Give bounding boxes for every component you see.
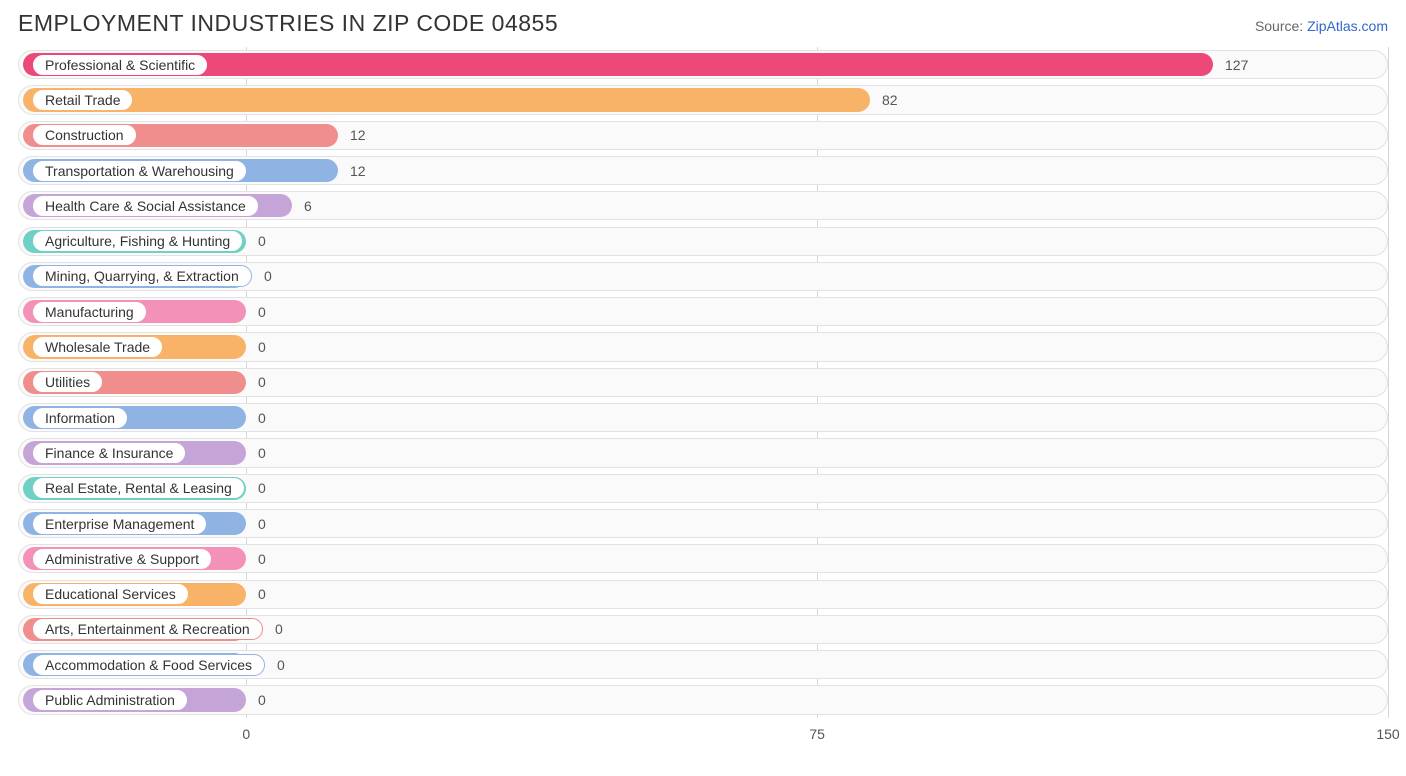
bar-value: 0: [258, 304, 266, 320]
bar-row: Public Administration 0: [18, 682, 1388, 717]
bar-value: 0: [277, 657, 285, 673]
category-pill: Utilities: [32, 371, 103, 393]
category-pill: Accommodation & Food Services: [32, 654, 265, 676]
category-pill: Mining, Quarrying, & Extraction: [32, 265, 252, 287]
bar-value: 12: [350, 127, 366, 143]
bar-value: 0: [258, 445, 266, 461]
category-pill: Real Estate, Rental & Leasing: [32, 477, 245, 499]
bar-value: 0: [258, 586, 266, 602]
bar-value: 0: [258, 551, 266, 567]
bar-row: Construction 12: [18, 118, 1388, 153]
category-pill: Wholesale Trade: [32, 336, 163, 358]
category-pill: Retail Trade: [32, 89, 133, 111]
source-link[interactable]: ZipAtlas.com: [1307, 18, 1388, 34]
x-tick-label: 150: [1376, 726, 1399, 742]
category-pill: Public Administration: [32, 689, 188, 711]
bar-row: Manufacturing 0: [18, 294, 1388, 329]
bar-row: Professional & Scientific 127: [18, 47, 1388, 82]
bar-value: 0: [258, 516, 266, 532]
bar-value: 12: [350, 163, 366, 179]
category-pill: Agriculture, Fishing & Hunting: [32, 230, 243, 252]
category-pill: Manufacturing: [32, 301, 147, 323]
category-pill: Enterprise Management: [32, 513, 207, 535]
chart-header: EMPLOYMENT INDUSTRIES IN ZIP CODE 04855 …: [0, 0, 1406, 43]
category-pill: Educational Services: [32, 583, 189, 605]
bar-row: Arts, Entertainment & Recreation 0: [18, 612, 1388, 647]
bar-row: Finance & Insurance 0: [18, 435, 1388, 470]
category-pill: Information: [32, 407, 128, 429]
bar-row: Agriculture, Fishing & Hunting 0: [18, 224, 1388, 259]
category-pill: Construction: [32, 124, 137, 146]
bar-value: 0: [258, 480, 266, 496]
bar-row: Transportation & Warehousing 12: [18, 153, 1388, 188]
bar-row: Health Care & Social Assistance 6: [18, 188, 1388, 223]
gridline: [1388, 47, 1389, 718]
chart-title: EMPLOYMENT INDUSTRIES IN ZIP CODE 04855: [18, 10, 558, 37]
bar-value: 0: [258, 374, 266, 390]
category-pill: Finance & Insurance: [32, 442, 186, 464]
bar-row: Accommodation & Food Services 0: [18, 647, 1388, 682]
bar-row: Educational Services 0: [18, 577, 1388, 612]
chart-plot: 075150Professional & Scientific127Retail…: [18, 47, 1388, 746]
bar-value: 0: [258, 339, 266, 355]
category-pill: Administrative & Support: [32, 548, 212, 570]
bar-row: Retail Trade 82: [18, 82, 1388, 117]
chart-area: 0 75 150 Professional & Scientific 127 Retail…: [0, 43, 1406, 746]
bar-row: Wholesale Trade 0: [18, 329, 1388, 364]
bar-value: 0: [258, 233, 266, 249]
bar-value: 0: [264, 268, 272, 284]
bar-value: 0: [275, 621, 283, 637]
bar-row: Real Estate, Rental & Leasing 0: [18, 471, 1388, 506]
chart-source: Source: ZipAtlas.com: [1255, 18, 1388, 34]
bar-value: 127: [1225, 57, 1248, 73]
bar-row: Utilities 0: [18, 365, 1388, 400]
category-pill: Arts, Entertainment & Recreation: [32, 618, 263, 640]
bar-value: 82: [882, 92, 898, 108]
bar-row: Enterprise Management 0: [18, 506, 1388, 541]
category-pill: Professional & Scientific: [32, 54, 208, 76]
category-pill: Health Care & Social Assistance: [32, 195, 259, 217]
x-tick-label: 0: [242, 726, 250, 742]
bar-row: Mining, Quarrying, & Extraction 0: [18, 259, 1388, 294]
source-label: Source:: [1255, 18, 1307, 34]
bar-fill: [23, 88, 870, 111]
bar-row: Administrative & Support 0: [18, 541, 1388, 576]
category-pill: Transportation & Warehousing: [32, 160, 247, 182]
bar-value: 6: [304, 198, 312, 214]
bar-value: 0: [258, 692, 266, 708]
x-tick-label: 75: [809, 726, 825, 742]
bar-value: 0: [258, 410, 266, 426]
bar-row: Information 0: [18, 400, 1388, 435]
